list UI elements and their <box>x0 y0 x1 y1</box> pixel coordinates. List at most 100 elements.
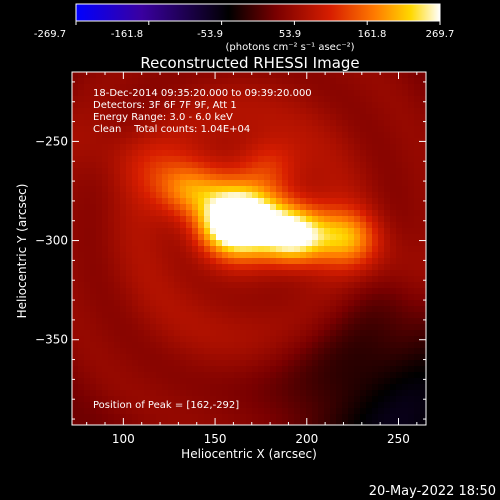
heatmap-pixel <box>312 180 319 187</box>
heatmap-pixel <box>360 312 367 319</box>
heatmap-pixel <box>258 108 265 115</box>
heatmap-pixel <box>306 108 313 115</box>
heatmap-pixel <box>408 312 415 319</box>
heatmap-pixel <box>156 270 163 277</box>
heatmap-pixel <box>372 240 379 247</box>
heatmap-pixel <box>132 318 139 325</box>
heatmap-pixel <box>96 72 103 79</box>
heatmap-pixel <box>96 264 103 271</box>
heatmap-pixel <box>420 276 426 283</box>
heatmap-pixel <box>282 204 289 211</box>
heatmap-pixel <box>132 372 139 379</box>
heatmap-pixel <box>156 246 163 253</box>
heatmap-pixel <box>240 90 247 97</box>
heatmap-pixel <box>348 90 355 97</box>
heatmap-pixel <box>210 234 217 241</box>
heatmap-pixel <box>312 420 319 425</box>
heatmap-pixel <box>234 354 241 361</box>
heatmap-pixel <box>78 138 85 145</box>
heatmap-pixel <box>228 174 235 181</box>
heatmap-pixel <box>72 234 79 241</box>
heatmap-pixel <box>234 150 241 157</box>
heatmap-pixel <box>222 84 229 91</box>
heatmap-pixel <box>330 414 337 421</box>
heatmap-pixel <box>180 228 187 235</box>
heatmap-pixel <box>408 318 415 325</box>
heatmap-pixel <box>384 162 391 169</box>
heatmap-pixel <box>402 324 409 331</box>
heatmap-pixel <box>342 228 349 235</box>
heatmap-pixel <box>294 282 301 289</box>
heatmap-pixel <box>144 342 151 349</box>
heatmap-pixel <box>294 96 301 103</box>
heatmap-pixel <box>234 210 241 217</box>
heatmap-pixel <box>132 114 139 121</box>
heatmap-pixel <box>258 330 265 337</box>
heatmap-pixel <box>318 222 325 229</box>
heatmap-pixel <box>138 216 145 223</box>
heatmap-pixel <box>72 348 79 355</box>
heatmap-pixel <box>168 258 175 265</box>
heatmap-pixel <box>384 186 391 193</box>
heatmap-pixel <box>306 372 313 379</box>
heatmap-pixel <box>132 156 139 163</box>
heatmap-pixel <box>132 384 139 391</box>
heatmap-pixel <box>390 324 397 331</box>
heatmap-pixel <box>96 384 103 391</box>
heatmap-pixel <box>228 264 235 271</box>
heatmap-pixel <box>414 204 421 211</box>
heatmap-pixel <box>186 354 193 361</box>
heatmap-pixel <box>162 126 169 133</box>
heatmap-pixel <box>282 126 289 133</box>
heatmap-pixel <box>192 210 199 217</box>
heatmap-pixel <box>282 366 289 373</box>
heatmap-pixel <box>174 102 181 109</box>
heatmap-pixel <box>390 258 397 265</box>
heatmap-pixel <box>258 390 265 397</box>
plot-frame <box>71 71 427 426</box>
heatmap-pixel <box>420 366 426 373</box>
heatmap-pixel <box>138 240 145 247</box>
heatmap-pixel <box>306 162 313 169</box>
heatmap-pixel <box>198 96 205 103</box>
heatmap-pixel <box>318 108 325 115</box>
heatmap-pixel <box>300 204 307 211</box>
heatmap-pixel <box>324 126 331 133</box>
heatmap-pixel <box>360 252 367 259</box>
heatmap-pixel <box>294 420 301 425</box>
heatmap-pixel <box>156 312 163 319</box>
heatmap-pixel <box>90 78 97 85</box>
heatmap-pixel <box>390 114 397 121</box>
heatmap-pixel <box>108 198 115 205</box>
heatmap-pixel <box>282 354 289 361</box>
heatmap-pixel <box>222 90 229 97</box>
heatmap-pixel <box>84 264 91 271</box>
heatmap-pixel <box>366 384 373 391</box>
heatmap-pixel <box>306 420 313 425</box>
heatmap-pixel <box>408 282 415 289</box>
heatmap-pixel <box>222 102 229 109</box>
heatmap-pixel <box>420 120 426 127</box>
heatmap-pixel <box>300 420 307 425</box>
heatmap-pixel <box>390 276 397 283</box>
heatmap-pixel <box>420 318 426 325</box>
heatmap-pixel <box>252 330 259 337</box>
heatmap-pixel <box>96 222 103 229</box>
heatmap-pixel <box>414 216 421 223</box>
heatmap-pixel <box>204 324 211 331</box>
heatmap-pixel <box>336 282 343 289</box>
heatmap-pixel <box>222 78 229 85</box>
heatmap-pixel <box>282 168 289 175</box>
heatmap-pixel <box>114 222 121 229</box>
heatmap-pixel <box>90 408 97 415</box>
heatmap-pixel <box>264 78 271 85</box>
heatmap-pixel <box>228 312 235 319</box>
heatmap-pixel <box>96 336 103 343</box>
heatmap-pixel <box>180 78 187 85</box>
heatmap-pixel <box>246 414 253 421</box>
heatmap-pixel <box>420 312 426 319</box>
heatmap-pixel <box>222 264 229 271</box>
heatmap-pixel <box>252 216 259 223</box>
heatmap-pixel <box>210 408 217 415</box>
heatmap-pixel <box>312 216 319 223</box>
